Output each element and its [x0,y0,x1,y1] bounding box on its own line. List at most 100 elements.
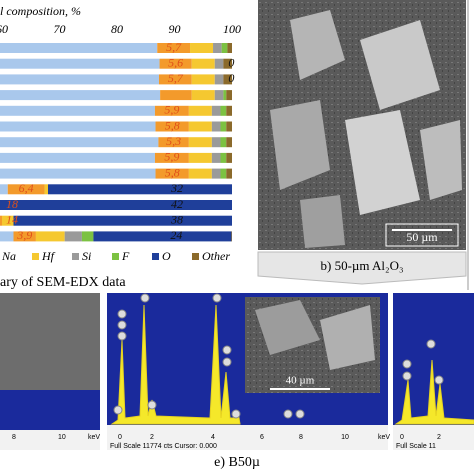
bar-segment [226,137,232,148]
tick-label: 10 [341,434,349,441]
chart-labels: 607080901005,75,605,705,95,85,35,95,86,4… [0,22,241,263]
data-label: 5,9 [164,150,179,164]
bar-segment [13,215,232,226]
bar-segment [226,90,232,101]
tick-label: 2 [150,434,154,441]
x-tick-label: 90 [169,22,181,36]
bar-segment [191,74,215,85]
data-label: 32 [170,181,183,195]
bar-segment [2,215,14,226]
bar-segment [188,168,212,179]
data-label: 5,7 [166,40,182,54]
bar-segment [0,43,158,53]
bar-segment [35,231,65,242]
bar-segment [221,43,228,53]
legend-swatch [72,253,79,260]
bar-segment [211,105,221,116]
bar-segment [158,74,192,85]
tick-label: 10 [58,434,66,441]
bar-segment [231,231,232,242]
legend-swatch [152,253,159,260]
bar-segment [159,58,192,69]
legend-swatch [192,253,199,260]
x-axis-label: l composition, % [0,4,81,18]
bar-segment [0,184,8,195]
legend-label: Si [82,249,91,263]
edx-center: 40 µm 0 2 4 6 8 10 keV Full Scale 11774 cts C… [107,293,390,450]
bar-segment [155,121,189,132]
bar-segment [226,105,232,116]
data-label: 5,9 [164,103,179,117]
x-tick-label: 70 [54,22,66,36]
bar-segment [211,152,221,163]
bar-segment [213,43,222,53]
bar-segment [0,200,232,210]
tick-label: 4 [211,434,215,441]
bar-segment [220,168,227,179]
data-label: 5,8 [165,118,180,132]
tick-label: 0 [400,434,404,441]
bar-segment [220,121,227,132]
bar-segment [188,105,212,116]
bar-segment [211,121,221,132]
data-label: 5,7 [168,71,184,85]
status-text: Full Scale 11 [396,443,436,450]
bar-segment [0,74,159,85]
tick-label: 0 [118,434,122,441]
scale-bar-label: 50 µm [406,230,438,244]
data-label: 0 [228,71,234,85]
bar-segment [220,105,227,116]
bar-segment [157,43,191,53]
bar-segment [48,184,232,195]
panel-b-caption: b) 50-µm Al₂O₃ [321,258,404,273]
data-label: 3,9 [16,228,32,242]
unit-label: keV [378,434,390,441]
bar-segment [81,231,94,242]
inset-scale-label: 40 µm [286,375,315,387]
tick-label: 8 [12,434,16,441]
bar-segment [190,43,214,53]
legend-label: Hf [41,249,56,263]
bar-segment [214,90,224,101]
bar-segment [0,168,156,179]
bar-segment [214,74,224,85]
data-label: 5,8 [165,165,180,179]
legend-label: O [162,249,171,263]
legend-label: Other [202,249,230,263]
bar-segment [188,121,212,132]
panel-e-caption: e) B50µ [214,455,260,470]
legend-label: F [121,249,130,263]
x-tick-label: 100 [223,22,241,36]
bar-segment [223,58,232,69]
legend-swatch [32,253,39,260]
legend-label: Na [1,249,16,263]
data-label: 42 [171,197,183,211]
bar-segment [0,231,14,242]
bar-segment [0,90,161,101]
bar-segment [214,58,224,69]
bar-segment [13,231,36,242]
tick-label: 8 [299,434,303,441]
bar-segment [154,152,189,163]
bar-segment [191,58,215,69]
bar-segment [220,152,227,163]
x-tick-label: 80 [111,22,123,36]
bar-segment [155,168,189,179]
bar-segment [0,121,156,132]
data-label: 5,6 [168,55,183,69]
bar-segment [0,58,160,69]
unit-label: keV [88,434,100,441]
bar-segment [220,137,227,148]
legend-swatch [112,253,119,260]
data-label: 5,3 [166,134,181,148]
bar-segment [158,137,189,148]
data-label: 0 [228,55,234,69]
data-label: 14 [6,212,18,226]
bar-segment [154,105,189,116]
x-tick-label: 60 [0,22,8,36]
status-text: Full Scale 11774 cts Cursor: 0.000 [110,443,217,450]
bar-segment [211,137,221,148]
bar-segment [226,152,232,163]
left-caption: ary of SEM-EDX data [0,275,126,290]
